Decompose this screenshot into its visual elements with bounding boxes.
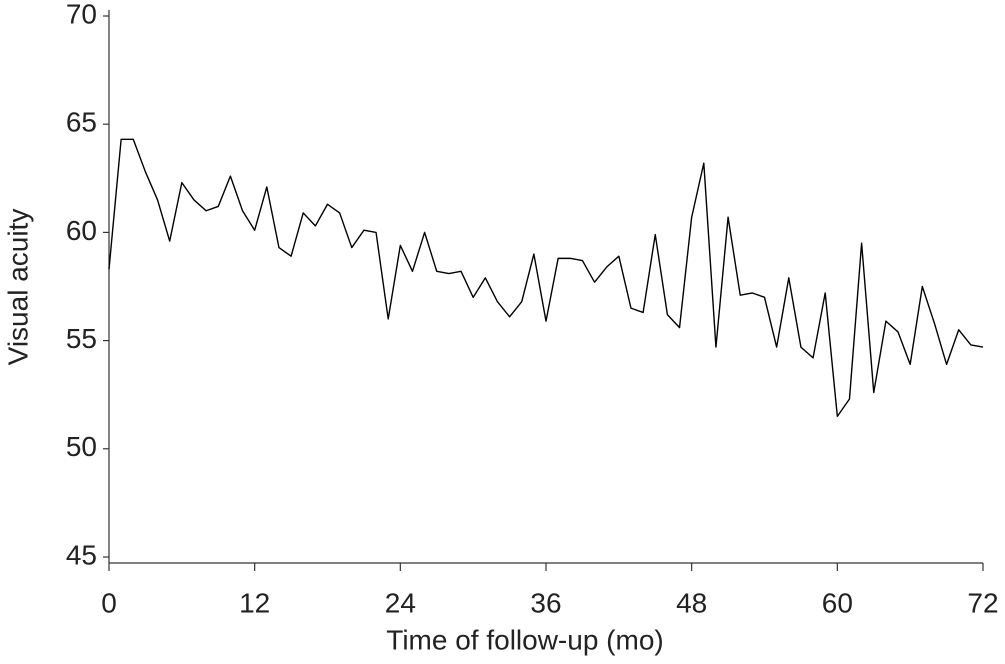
y-tick-label: 65 — [66, 107, 97, 138]
data-line — [108, 138, 984, 418]
y-tick-label: 45 — [66, 539, 97, 570]
x-tick-label: 72 — [967, 587, 998, 618]
y-tick-label: 60 — [66, 215, 97, 246]
x-tick-label: 60 — [822, 587, 853, 618]
y-tick-label: 70 — [66, 0, 97, 29]
x-tick-label: 0 — [101, 587, 117, 618]
y-tick-label: 50 — [66, 431, 97, 462]
x-tick-label: 36 — [530, 587, 561, 618]
x-tick-label: 24 — [385, 587, 416, 618]
x-axis-label: Time of follow-up (mo) — [386, 624, 663, 655]
y-tick-label: 55 — [66, 323, 97, 354]
y-axis-label: Visual acuity — [2, 209, 33, 366]
x-tick-label: 12 — [239, 587, 270, 618]
x-tick-label: 48 — [676, 587, 707, 618]
